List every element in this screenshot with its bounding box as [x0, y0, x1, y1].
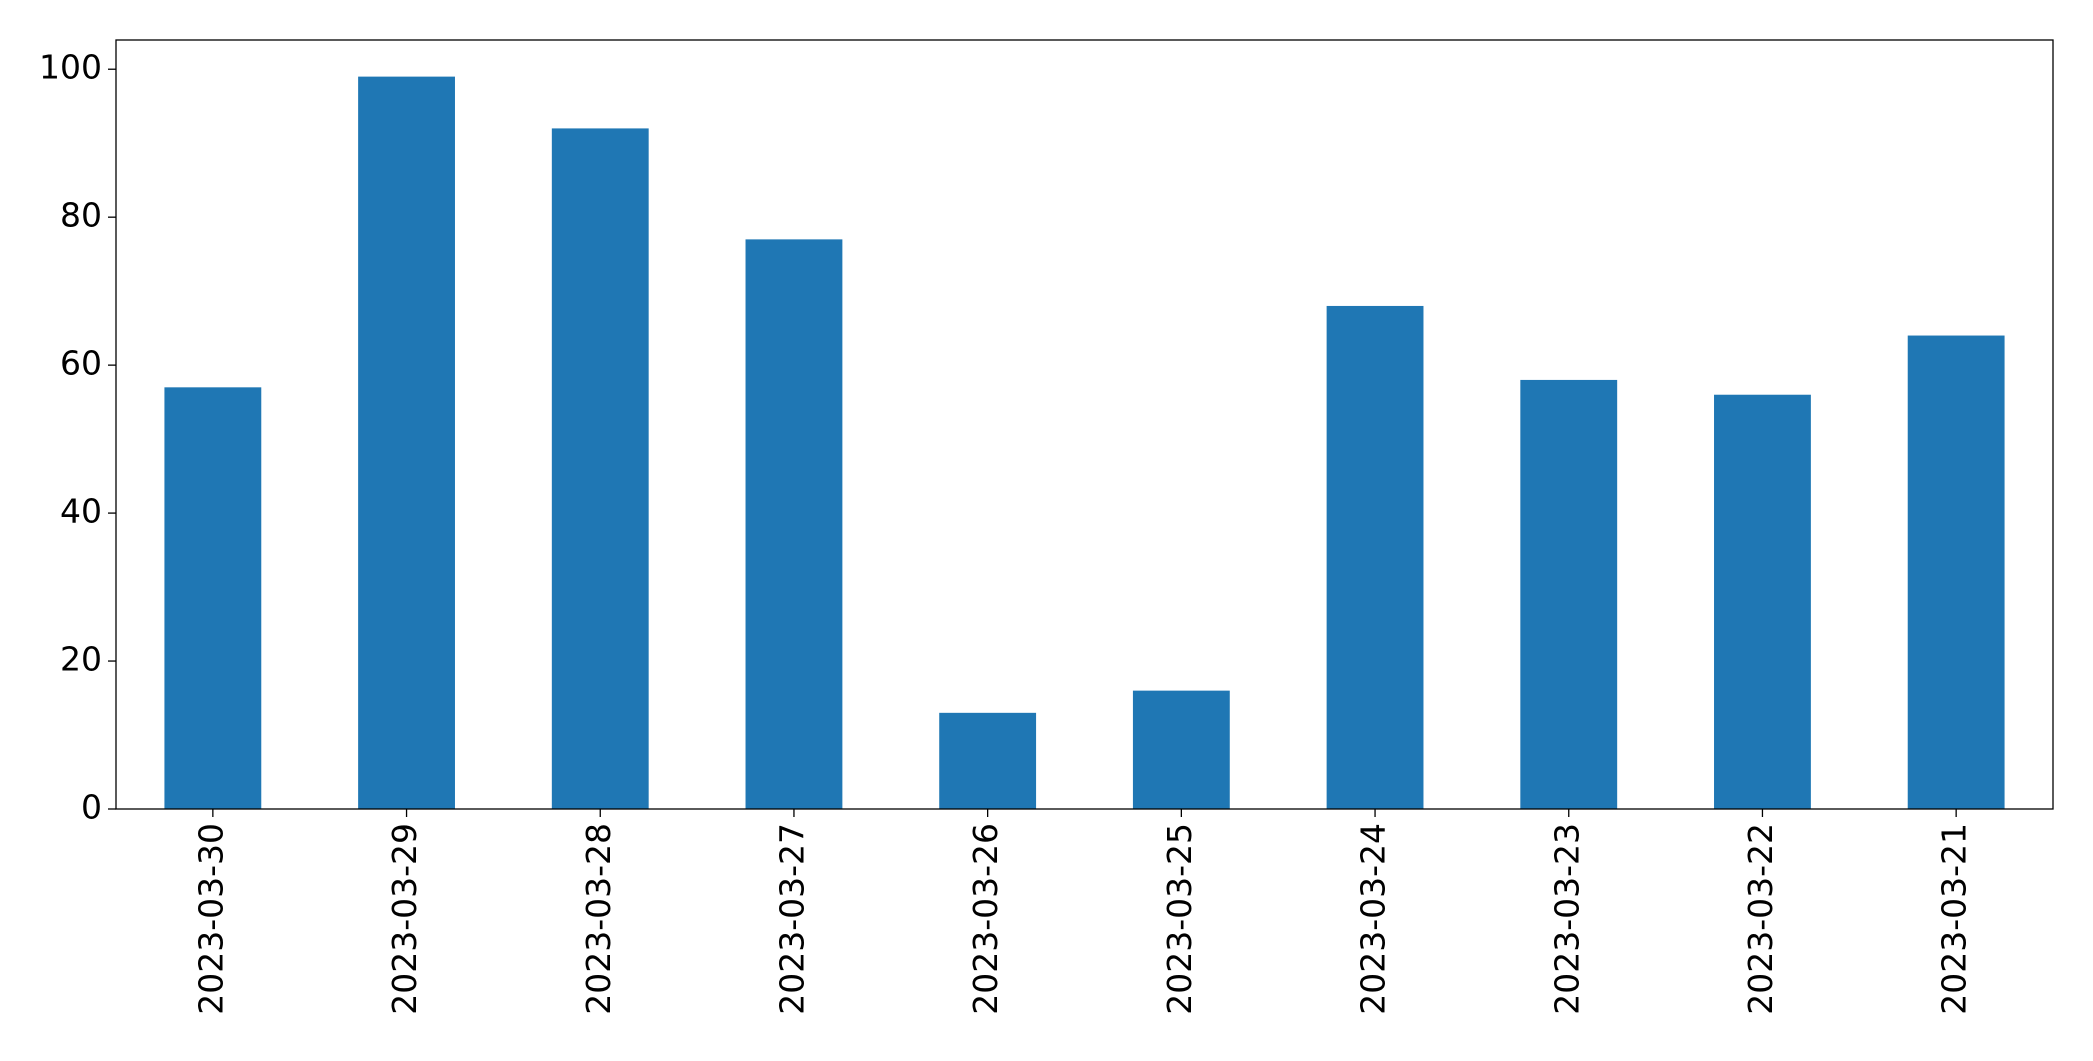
x-tick-label: 2023-03-26	[966, 823, 1005, 1015]
bar	[1132, 690, 1230, 809]
x-tick-label: 2023-03-29	[385, 823, 424, 1015]
x-tick-label: 2023-03-22	[1741, 823, 1780, 1015]
bar	[1326, 305, 1424, 809]
bar	[1714, 394, 1811, 809]
axes-frame	[115, 39, 2054, 810]
bar	[745, 239, 843, 810]
y-tick-label: 80	[60, 196, 102, 235]
bar	[551, 128, 649, 809]
y-tick-label: 20	[60, 640, 102, 679]
bar	[358, 76, 455, 810]
y-tick-label: 60	[60, 344, 102, 383]
y-tick-label: 0	[81, 788, 102, 827]
x-tick-label: 2023-03-24	[1354, 823, 1393, 1015]
x-tick-label: 2023-03-25	[1160, 823, 1199, 1015]
bar	[939, 712, 1037, 809]
x-tick-label: 2023-03-30	[191, 823, 230, 1015]
y-tick-label: 40	[60, 492, 102, 531]
plot-area: 0 20 40 60 80 100 2023-03-30 2023-03-29 2023-03-…	[39, 48, 2005, 1015]
x-tick-label: 2023-03-27	[772, 823, 811, 1015]
bar	[1907, 335, 2005, 809]
bar	[1520, 379, 1618, 809]
y-tick-label: 100	[39, 48, 102, 87]
bar	[164, 387, 262, 809]
x-tick-label: 2023-03-23	[1547, 823, 1586, 1015]
x-tick-label: 2023-03-28	[579, 823, 618, 1015]
x-tick-label: 2023-03-21	[1935, 823, 1974, 1015]
